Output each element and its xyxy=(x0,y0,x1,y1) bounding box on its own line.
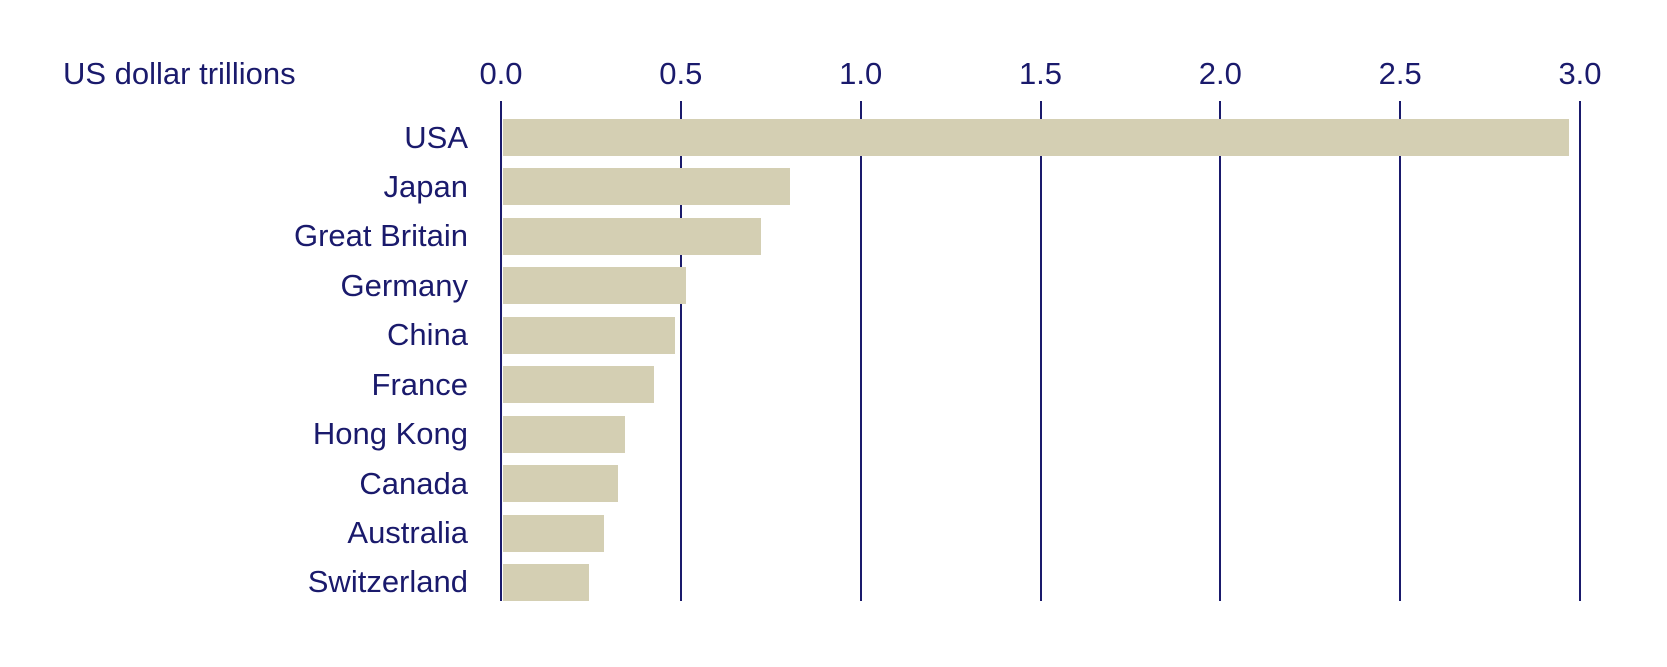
category-label-hong-kong: Hong Kong xyxy=(312,416,468,452)
bar-germany xyxy=(503,267,687,305)
bars-container xyxy=(503,119,1580,601)
x-tick-label-0: 0.0 xyxy=(479,56,523,91)
x-tick-label-4: 2.0 xyxy=(1198,56,1242,91)
x-tick-label-3: 1.5 xyxy=(1018,56,1063,91)
x-tick-label-2: 1.0 xyxy=(839,56,883,91)
gridline-0-5 xyxy=(679,101,682,601)
category-labels: USA Japan Great Britain Germany China Fr… xyxy=(0,119,468,601)
category-label-canada: Canada xyxy=(359,465,468,501)
category-label-switzerland: Switzerland xyxy=(307,564,468,600)
gridline-2-5 xyxy=(1399,101,1402,601)
plot-area xyxy=(500,101,1581,601)
bar-canada xyxy=(503,465,618,503)
gridline-3-0 xyxy=(1579,101,1581,601)
category-label-germany: Germany xyxy=(340,267,468,303)
category-label-france: France xyxy=(371,366,468,402)
category-label-china: China xyxy=(387,317,468,353)
x-tick-label-5: 2.5 xyxy=(1378,56,1422,91)
bar-japan xyxy=(503,168,791,206)
category-label-great-britain: Great Britain xyxy=(293,218,468,254)
category-label-australia: Australia xyxy=(347,515,468,550)
gridline-1-0 xyxy=(859,101,862,601)
gridline-2-0 xyxy=(1219,101,1222,601)
bar-hong-kong xyxy=(503,415,626,453)
category-label-usa: USA xyxy=(404,119,468,155)
bar-australia xyxy=(503,514,604,552)
chart-title: US dollar trillions xyxy=(63,56,296,91)
x-tick-label-1: 0.5 xyxy=(659,56,703,91)
x-axis-tick-labels: 0.0 0.5 1.0 1.5 2.0 2.5 3.0 xyxy=(479,56,1601,91)
gridline-0 xyxy=(500,101,502,601)
x-tick-label-6: 3.0 xyxy=(1558,56,1602,91)
gridline-1-5 xyxy=(1039,101,1042,601)
bar-great-britain xyxy=(503,217,762,255)
bar-usa xyxy=(503,119,1570,156)
bar-switzerland xyxy=(503,563,590,601)
bar-china xyxy=(503,316,676,354)
bar-france xyxy=(503,366,654,404)
category-label-japan: Japan xyxy=(383,168,468,204)
